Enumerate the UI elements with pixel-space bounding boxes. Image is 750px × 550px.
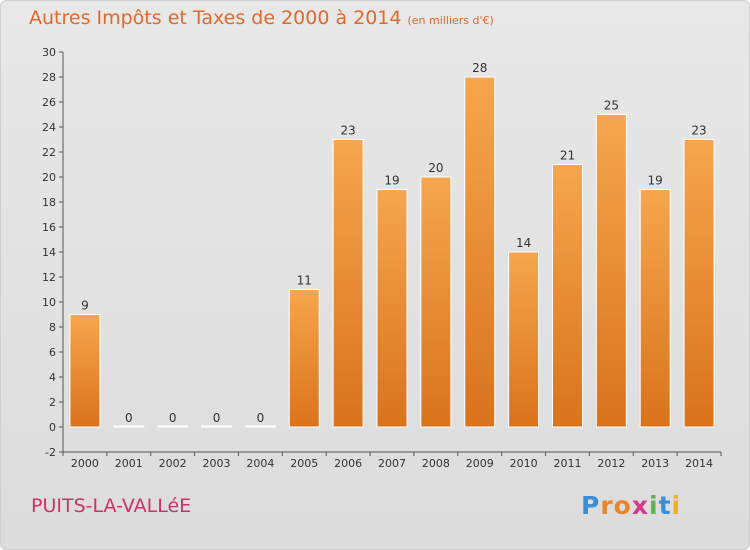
- chart-title-text: Autres Impôts et Taxes de 2000 à 2014: [29, 7, 402, 29]
- y-tick-label: 22: [42, 146, 56, 159]
- chart-title: Autres Impôts et Taxes de 2000 à 2014 (en…: [29, 7, 494, 29]
- bars: [69, 76, 715, 428]
- y-tick-label: 8: [49, 321, 56, 334]
- bar-2002: [157, 425, 189, 428]
- x-tick-label-2008: 2008: [422, 457, 450, 470]
- bar-2003: [201, 425, 233, 428]
- y-tick-label: 30: [42, 46, 56, 59]
- y-tick-label: 10: [42, 296, 56, 309]
- bar-2007: [376, 189, 408, 428]
- data-label-2004: 0: [257, 411, 265, 425]
- bar-2005: [288, 289, 320, 428]
- x-tick-label-2006: 2006: [334, 457, 362, 470]
- y-tick-label: 16: [42, 221, 56, 234]
- data-label-2005: 11: [297, 274, 312, 288]
- data-label-2012: 25: [604, 99, 619, 113]
- y-tick-label: 26: [42, 96, 56, 109]
- bar-2010: [508, 251, 540, 428]
- data-label-2002: 0: [169, 411, 177, 425]
- x-tick-label-2002: 2002: [159, 457, 187, 470]
- proxiti-logo: Proxiti: [581, 491, 682, 520]
- x-tick-label-2010: 2010: [510, 457, 538, 470]
- y-tick-label: 0: [49, 421, 56, 434]
- bar-2013: [639, 189, 671, 428]
- x-tick-label-2005: 2005: [290, 457, 318, 470]
- x-tick-label-2011: 2011: [553, 457, 581, 470]
- y-tick-label: 12: [42, 271, 56, 284]
- y-tick-label: 20: [42, 171, 56, 184]
- bar-2011: [551, 164, 583, 428]
- x-tick-label-2009: 2009: [466, 457, 494, 470]
- x-tick-label-2007: 2007: [378, 457, 406, 470]
- y-tick-label: -2: [45, 446, 56, 459]
- y-tick-label: 18: [42, 196, 56, 209]
- y-tick-label: 14: [42, 246, 56, 259]
- bar-2000: [69, 314, 101, 428]
- y-tick-label: 4: [49, 371, 56, 384]
- y-tick-label: 24: [42, 121, 56, 134]
- bar-2006: [332, 139, 364, 428]
- bar-2001: [113, 425, 145, 428]
- data-label-2003: 0: [213, 411, 221, 425]
- data-label-2010: 14: [516, 236, 531, 250]
- data-label-2014: 23: [691, 124, 706, 138]
- x-tick-label-2014: 2014: [685, 457, 713, 470]
- bar-2014: [683, 139, 715, 428]
- data-label-2001: 0: [125, 411, 133, 425]
- bar-2004: [244, 425, 276, 428]
- data-label-2006: 23: [340, 124, 355, 138]
- x-tick-label-2013: 2013: [641, 457, 669, 470]
- y-tick-label: 2: [49, 396, 56, 409]
- data-label-2007: 19: [384, 174, 399, 188]
- data-labels: 9 0 0 0 0 11 23 19 20 28 14 21 25 19 23: [81, 61, 707, 425]
- y-tick-label: 28: [42, 71, 56, 84]
- bar-2008: [420, 176, 452, 428]
- data-label-2008: 20: [428, 161, 443, 175]
- place-name: PUITS-LA-VALLéE: [31, 495, 192, 517]
- data-label-2009: 28: [472, 61, 487, 75]
- data-label-2000: 9: [81, 299, 89, 313]
- data-label-2011: 21: [560, 149, 575, 163]
- x-tick-label-2003: 2003: [203, 457, 231, 470]
- y-tick-label: 6: [49, 346, 56, 359]
- x-tick-label-2001: 2001: [115, 457, 143, 470]
- bar-2009: [464, 76, 496, 428]
- x-tick-label-2004: 2004: [246, 457, 274, 470]
- chart-unit-note: (en milliers d'€): [407, 14, 494, 27]
- x-tick-label-2000: 2000: [71, 457, 99, 470]
- x-tick-label-2012: 2012: [597, 457, 625, 470]
- bar-2012: [595, 114, 627, 428]
- data-label-2013: 19: [648, 174, 663, 188]
